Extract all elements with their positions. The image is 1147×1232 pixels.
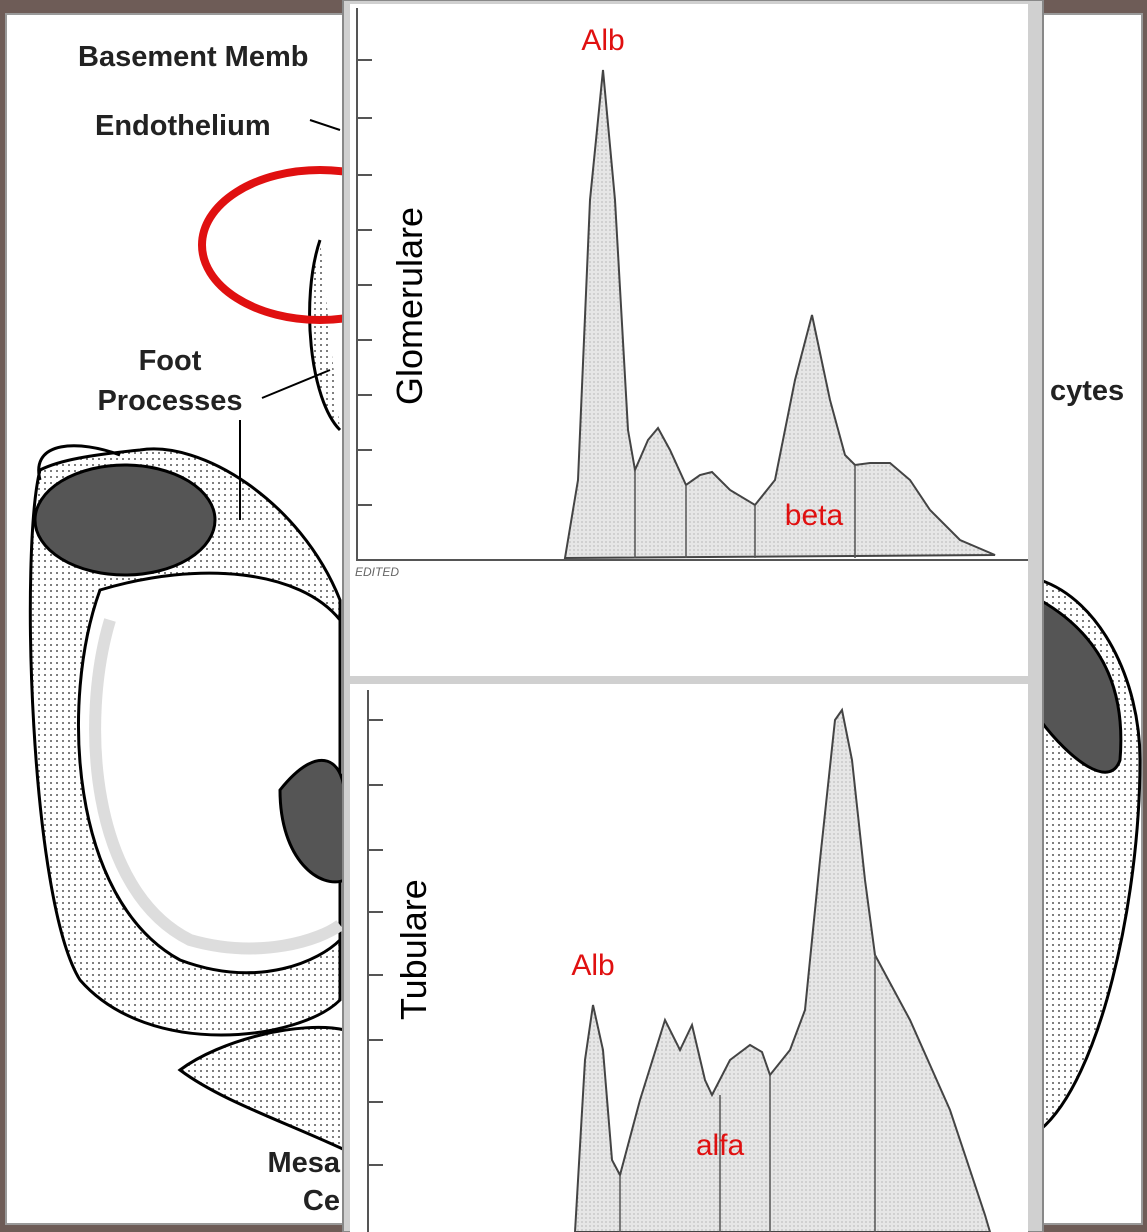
tubular-panel: Tubulare Alb alfa: [350, 684, 1028, 1232]
diagram-label: Basement Memb: [78, 41, 308, 73]
diagram-label: Ce: [303, 1185, 340, 1217]
diagram-label: Endothelium: [95, 110, 271, 142]
peak-label: Alb: [581, 24, 624, 57]
diagram-label: Processes: [97, 385, 242, 417]
diagram-label: Foot: [139, 345, 202, 377]
axis-label: Tubulare: [393, 879, 434, 1020]
peak-label: alfa: [696, 1129, 745, 1162]
diagram-label: Mesa: [267, 1147, 340, 1179]
page: Basement Memb Endothelium Foot Processes…: [0, 0, 1147, 1232]
peak-label: Alb: [571, 949, 614, 982]
peak-label: beta: [785, 499, 844, 532]
glomerular-panel: EDITED Glomerulare Alb beta: [350, 4, 1028, 676]
slide: Basement Memb Endothelium Foot Processes…: [0, 0, 1147, 1232]
stamp: EDITED: [355, 565, 399, 579]
axis-label: Glomerulare: [389, 207, 430, 405]
diagram-label: cytes: [1050, 375, 1124, 407]
